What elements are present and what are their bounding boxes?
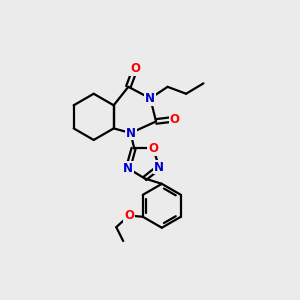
Text: O: O: [148, 142, 158, 155]
Text: O: O: [124, 209, 134, 222]
Text: O: O: [130, 62, 140, 75]
Text: N: N: [123, 162, 133, 175]
Text: N: N: [154, 160, 164, 173]
Text: N: N: [126, 127, 136, 140]
Text: N: N: [145, 92, 155, 105]
Text: O: O: [169, 113, 179, 126]
